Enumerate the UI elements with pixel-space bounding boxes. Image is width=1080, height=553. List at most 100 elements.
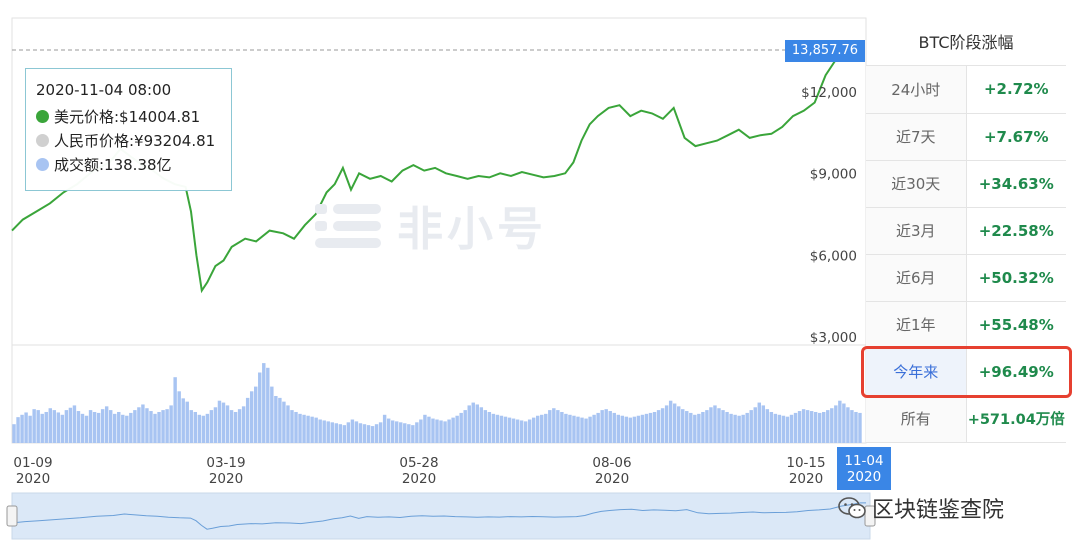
volume-bar xyxy=(346,422,351,443)
volume-bar xyxy=(84,415,89,443)
tooltip-usd-price: 美元价格:$14004.81 xyxy=(54,107,201,126)
volume-bar xyxy=(258,372,262,443)
volume-bar xyxy=(725,411,729,443)
volume-bar xyxy=(705,410,709,443)
volume-bar xyxy=(137,407,141,443)
volume-bar xyxy=(193,411,198,443)
volume-bar xyxy=(358,423,363,443)
volume-bar xyxy=(850,410,854,443)
volume-bar xyxy=(741,414,745,443)
volume-bar xyxy=(592,414,596,443)
period-row-7d[interactable]: 近7天 +7.67% xyxy=(866,113,1066,161)
volume-bar xyxy=(556,410,560,443)
volume-bar xyxy=(801,409,806,443)
volume-bar xyxy=(141,404,145,443)
volume-bar xyxy=(185,401,189,443)
volume-bar xyxy=(822,411,826,443)
period-label[interactable]: 近6月 xyxy=(866,254,967,302)
volume-bar xyxy=(64,410,69,443)
x-tick-01-09: 01-09 2020 xyxy=(13,455,53,487)
volume-bar xyxy=(612,412,616,443)
volume-bar xyxy=(282,401,286,443)
period-row-1y[interactable]: 近1年 +55.48% xyxy=(866,301,1066,349)
volume-bar xyxy=(596,412,600,443)
period-value: +7.67% xyxy=(966,113,1066,161)
volume-bar xyxy=(108,410,113,443)
volume-bar xyxy=(306,415,310,443)
period-row-30d[interactable]: 近30天 +34.63% xyxy=(866,160,1066,208)
volume-bar xyxy=(237,409,242,443)
volume-bar xyxy=(656,410,661,443)
volume-bar xyxy=(572,415,576,443)
period-label[interactable]: 近7天 xyxy=(866,113,967,161)
volume-bar xyxy=(76,411,81,443)
period-value: +22.58% xyxy=(966,207,1066,255)
navigator-right-handle[interactable] xyxy=(864,505,876,527)
volume-bar xyxy=(423,414,427,443)
volume-bar xyxy=(604,409,608,443)
volume-bar xyxy=(342,425,347,443)
period-label[interactable]: 24小时 xyxy=(866,66,967,114)
volume-bar xyxy=(52,410,57,443)
volume-bar xyxy=(266,367,270,443)
volume-bar xyxy=(507,417,512,443)
period-label[interactable]: 今年来 xyxy=(866,348,967,396)
volume-bar xyxy=(129,412,133,443)
volume-bar xyxy=(161,410,165,443)
navigator-price-line xyxy=(13,502,866,530)
panel-title: BTC阶段涨幅 xyxy=(866,18,1066,66)
volume-bar xyxy=(552,408,556,443)
volume-bar xyxy=(217,400,222,443)
volume-bar xyxy=(793,412,798,443)
volume-bar xyxy=(233,411,238,443)
volume-bar xyxy=(362,424,367,443)
volume-bar xyxy=(157,411,161,443)
volume-bar xyxy=(169,405,173,443)
volume-bar xyxy=(370,426,375,443)
volume-bar xyxy=(846,407,850,443)
volume-bar xyxy=(294,411,298,443)
range-navigator[interactable] xyxy=(6,492,876,540)
period-row-all[interactable]: 所有 +571.04万倍 xyxy=(866,395,1066,443)
volume-bar xyxy=(648,412,653,443)
volume-bar xyxy=(697,413,701,443)
volume-bar xyxy=(427,416,431,443)
period-value: +2.72% xyxy=(966,66,1066,114)
period-change-panel: BTC阶段涨幅 24小时 +2.72% 近7天 +7.67% 近30天 +34.… xyxy=(866,18,1066,443)
period-row-6m[interactable]: 近6月 +50.32% xyxy=(866,254,1066,302)
period-row-3m[interactable]: 近3月 +22.58% xyxy=(866,207,1066,255)
volume-bar xyxy=(302,414,306,443)
volume-bar xyxy=(415,422,419,443)
volume-bar xyxy=(435,419,439,443)
volume-bar xyxy=(560,411,564,443)
y-tick-label: $6,000 xyxy=(810,248,857,264)
tooltip-cny-price: 人民币价格:¥93204.81 xyxy=(54,131,216,150)
period-label[interactable]: 近30天 xyxy=(866,160,967,208)
volume-bar xyxy=(314,417,318,443)
period-row-24h[interactable]: 24小时 +2.72% xyxy=(866,66,1066,114)
period-label[interactable]: 近1年 xyxy=(866,301,967,349)
navigator-left-handle[interactable] xyxy=(6,505,18,527)
volume-bar xyxy=(765,409,770,443)
volume-legend-dot xyxy=(36,157,49,171)
volume-bar xyxy=(729,413,733,443)
period-label[interactable]: 近3月 xyxy=(866,207,967,255)
volume-bar xyxy=(201,415,206,443)
volume-bar xyxy=(133,410,137,443)
period-label[interactable]: 所有 xyxy=(866,395,967,443)
tooltip-usd-row: 美元价格:$14004.81 xyxy=(36,104,221,128)
volume-bar xyxy=(636,415,641,443)
volume-bar xyxy=(548,410,552,443)
volume-bar xyxy=(407,424,411,443)
volume-bar xyxy=(439,420,443,443)
volume-bar xyxy=(60,414,65,443)
volume-bar xyxy=(588,416,592,443)
volume-bar xyxy=(781,415,786,443)
volume-bar xyxy=(785,416,790,443)
period-row-ytd[interactable]: 今年来 +96.49% xyxy=(866,348,1066,396)
volume-bar xyxy=(676,406,681,443)
volume-bar xyxy=(753,407,757,443)
volume-bar xyxy=(48,408,52,443)
volume-bar xyxy=(672,403,677,443)
volume-bar xyxy=(16,417,20,443)
